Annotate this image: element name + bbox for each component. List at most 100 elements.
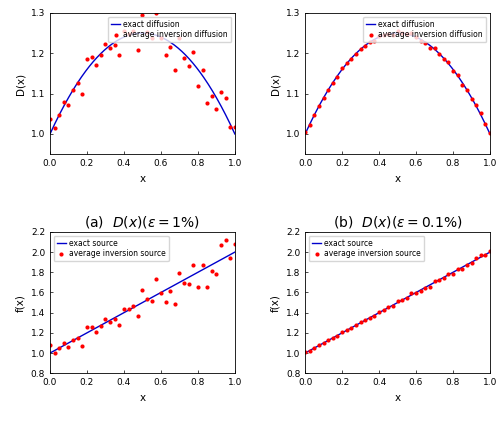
average inversion source	[487, 249, 493, 254]
average inversion source	[88, 324, 94, 329]
average inversion source	[325, 338, 331, 343]
average inversion diffusion	[380, 33, 386, 38]
average inversion source	[93, 329, 99, 334]
average inversion diffusion	[418, 38, 424, 43]
average inversion source	[74, 335, 80, 341]
average inversion source	[302, 350, 308, 355]
average inversion diffusion	[330, 80, 336, 85]
average inversion diffusion	[316, 103, 322, 108]
average inversion diffusion	[339, 66, 345, 71]
average inversion diffusion	[93, 62, 99, 67]
exact diffusion	[161, 36, 167, 41]
average inversion diffusion	[186, 63, 192, 69]
Legend: exact source, average inversion source: exact source, average inversion source	[54, 236, 169, 261]
average inversion source	[80, 343, 86, 348]
average inversion source	[372, 314, 378, 319]
average inversion source	[84, 324, 90, 329]
average inversion source	[116, 323, 122, 328]
average inversion source	[218, 243, 224, 248]
average inversion diffusion	[473, 102, 479, 107]
average inversion diffusion	[195, 84, 201, 89]
average inversion diffusion	[427, 45, 433, 51]
average inversion source	[399, 297, 405, 302]
average inversion diffusion	[70, 87, 76, 92]
average inversion source	[358, 320, 364, 325]
average inversion source	[367, 315, 373, 320]
average inversion diffusion	[394, 29, 400, 34]
average inversion diffusion	[214, 107, 220, 112]
average inversion source	[98, 324, 104, 329]
average inversion source	[344, 327, 349, 332]
average inversion diffusion	[446, 60, 452, 65]
exact source	[214, 259, 220, 264]
average inversion source	[121, 306, 127, 311]
average inversion diffusion	[222, 96, 228, 101]
average inversion source	[386, 305, 392, 310]
average inversion source	[126, 307, 132, 312]
average inversion diffusion	[454, 73, 460, 78]
average inversion source	[380, 308, 386, 313]
average inversion source	[446, 271, 452, 276]
average inversion source	[107, 320, 113, 325]
average inversion diffusion	[312, 112, 318, 118]
exact source	[232, 250, 238, 255]
average inversion source	[450, 271, 456, 276]
average inversion diffusion	[228, 124, 234, 130]
average inversion source	[320, 341, 326, 346]
average inversion source	[312, 345, 318, 350]
exact source	[412, 290, 418, 296]
average inversion source	[135, 314, 141, 319]
average inversion diffusion	[344, 60, 349, 66]
average inversion source	[460, 266, 466, 272]
average inversion source	[162, 299, 168, 305]
average inversion diffusion	[372, 38, 378, 43]
average inversion diffusion	[399, 30, 405, 36]
average inversion source	[330, 335, 336, 341]
average inversion diffusion	[126, 31, 132, 36]
average inversion diffusion	[334, 75, 340, 80]
average inversion diffusion	[404, 32, 410, 37]
X-axis label: x: x	[140, 174, 145, 184]
average inversion source	[200, 262, 205, 267]
Line: exact diffusion: exact diffusion	[305, 33, 490, 134]
X-axis label: x: x	[140, 393, 145, 403]
average inversion diffusion	[176, 35, 182, 40]
average inversion diffusion	[325, 87, 331, 92]
average inversion source	[482, 252, 488, 257]
average inversion diffusion	[204, 101, 210, 106]
average inversion source	[404, 295, 410, 300]
average inversion diffusion	[130, 28, 136, 33]
Line: average inversion diffusion: average inversion diffusion	[48, 11, 237, 130]
average inversion source	[454, 267, 460, 272]
exact diffusion	[158, 34, 164, 39]
average inversion source	[195, 285, 201, 290]
exact diffusion	[215, 98, 221, 103]
average inversion source	[209, 269, 215, 274]
average inversion diffusion	[436, 51, 442, 57]
average inversion diffusion	[358, 46, 364, 51]
average inversion source	[70, 338, 76, 343]
Line: average inversion diffusion: average inversion diffusion	[303, 29, 492, 135]
X-axis label: x: x	[394, 174, 400, 184]
average inversion diffusion	[88, 55, 94, 60]
Y-axis label: D(x): D(x)	[15, 73, 25, 94]
exact source	[157, 290, 163, 296]
average inversion diffusion	[172, 68, 178, 73]
exact diffusion	[48, 130, 54, 135]
exact source	[48, 350, 54, 355]
average inversion source	[348, 326, 354, 331]
average inversion diffusion	[181, 55, 187, 60]
exact diffusion	[204, 79, 210, 84]
average inversion diffusion	[144, 29, 150, 34]
exact diffusion	[413, 34, 419, 39]
average inversion diffusion	[460, 82, 466, 87]
exact source	[203, 266, 209, 271]
average inversion source	[432, 279, 438, 284]
Text: (b)  $D(x)(\varepsilon=0.1\%)$: (b) $D(x)(\varepsilon=0.1\%)$	[333, 214, 462, 230]
average inversion source	[140, 287, 145, 293]
X-axis label: x: x	[394, 393, 400, 403]
average inversion diffusion	[482, 122, 488, 127]
average inversion diffusion	[390, 33, 396, 38]
average inversion diffusion	[306, 122, 312, 127]
Line: average inversion source: average inversion source	[48, 238, 237, 355]
